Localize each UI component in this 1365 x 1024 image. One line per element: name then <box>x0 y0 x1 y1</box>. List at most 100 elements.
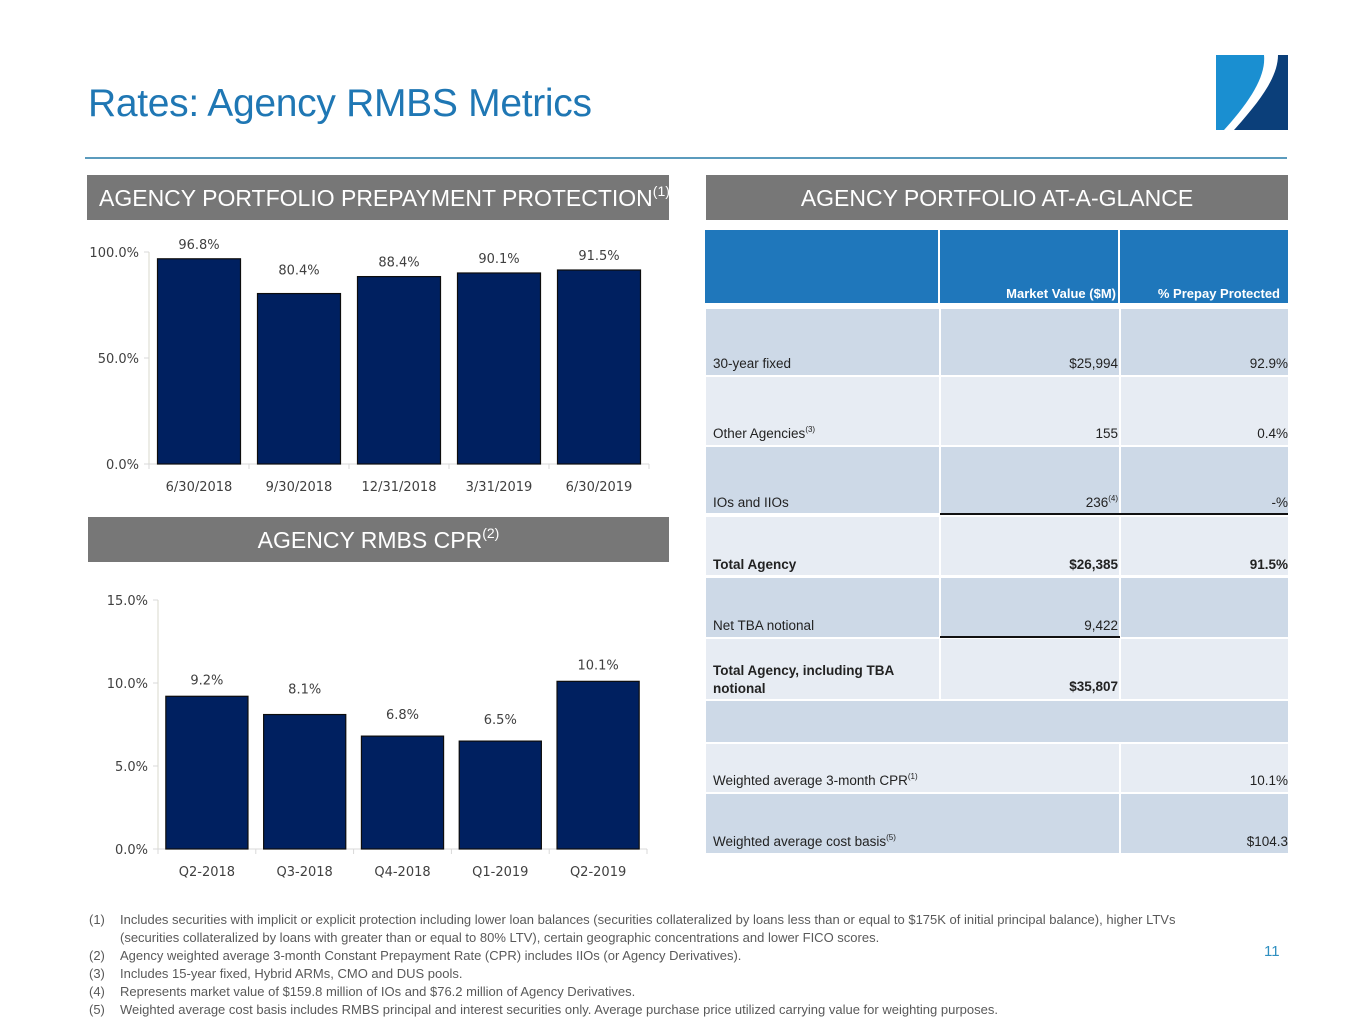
y-tick-label: 15.0% <box>107 594 148 609</box>
value-text: 236 <box>1085 495 1109 510</box>
bar <box>165 695 249 850</box>
row-label-30-year-fixed: 30-year fixed <box>713 356 791 371</box>
footnote-number: (4) <box>89 984 105 999</box>
logo-light-shape <box>1216 55 1265 130</box>
prepay-pct-30-year-fixed: 92.9% <box>1249 356 1288 371</box>
logo-dark-shape <box>1234 55 1288 130</box>
footnote-1: (1) Includes securities with implicit or … <box>89 911 1269 947</box>
label-text: IOs and IIOs <box>713 495 789 510</box>
section-header-prepayment-protection: AGENCY PORTFOLIO PREPAYMENT PROTECTION(1… <box>87 175 670 220</box>
y-tick-label: 100.0% <box>89 246 139 261</box>
bar <box>556 680 640 850</box>
data-label: 10.1% <box>577 658 618 673</box>
column-header-prepay-protected: % Prepay Protected <box>1157 286 1280 301</box>
row-label-weighted-cpr: Weighted average 3-month CPR(1) <box>713 772 918 789</box>
label-line-2: notional <box>713 681 766 696</box>
row-label-other-agencies: Other Agencies(3) <box>713 425 816 442</box>
title-divider <box>85 157 1287 159</box>
bar <box>456 272 542 465</box>
market-value-total-agency-incl-tba: $35,807 <box>1069 679 1118 694</box>
bar <box>360 735 445 850</box>
section-title: AGENCY RMBS CPR <box>257 527 483 553</box>
footnote-3: (3) Includes 15-year fixed, Hybrid ARMs, … <box>89 965 1269 983</box>
x-tick-label: Q2-2019 <box>570 865 626 880</box>
value-weighted-cpr: 10.1% <box>1249 773 1288 788</box>
data-label: 91.5% <box>578 249 619 264</box>
page-title: Rates: Agency RMBS Metrics <box>88 82 592 125</box>
label-text: Weighted average 3-month CPR <box>713 773 908 788</box>
data-label: 8.1% <box>288 683 321 698</box>
footnote-ref: (1) <box>652 183 670 199</box>
footnote-ref: (5) <box>886 833 896 842</box>
data-label: 6.5% <box>484 713 517 728</box>
footnote-text: Agency weighted average 3-month Constant… <box>120 948 742 963</box>
label-line-1: Total Agency, including TBA <box>713 663 895 678</box>
prepay-pct-total-agency: 91.5% <box>1249 557 1288 572</box>
section-header-cpr: AGENCY RMBS CPR(2) <box>88 517 669 562</box>
x-tick-label: 3/31/2019 <box>466 480 533 495</box>
data-label: 90.1% <box>478 252 519 267</box>
bar <box>256 292 342 465</box>
data-label: 80.4% <box>278 264 319 279</box>
column-header-market-value: Market Value ($M) <box>1006 286 1116 301</box>
footnote-ref: (1) <box>907 772 918 781</box>
x-tick-label: 12/31/2018 <box>362 480 437 495</box>
label-text: Weighted average cost basis <box>713 834 887 849</box>
company-logo <box>1216 55 1288 130</box>
bar <box>356 275 442 465</box>
y-tick-label: 0.0% <box>115 843 148 858</box>
footnote-text: Represents market value of $159.8 millio… <box>120 984 636 999</box>
data-label: 6.8% <box>386 708 419 723</box>
bar <box>156 258 242 465</box>
value-weighted-cost-basis: $104.3 <box>1246 834 1288 849</box>
row-label-ios-iios: IOs and IIOs <box>713 495 789 510</box>
label-text: Other Agencies <box>713 426 806 441</box>
x-tick-label: Q4-2018 <box>374 865 430 880</box>
y-tick-label: 0.0% <box>106 458 139 473</box>
footnotes: (1) Includes securities with implicit or … <box>89 911 1269 1019</box>
market-value-30-year-fixed: $25,994 <box>1069 356 1118 371</box>
y-tick-label: 10.0% <box>107 677 148 692</box>
at-a-glance-table: Market Value ($M) % Prepay Protected 30-… <box>705 230 1288 855</box>
tba-rule <box>940 636 1120 638</box>
footnote-4: (4) Represents market value of $159.8 mil… <box>89 983 1269 1001</box>
footnote-number: (3) <box>89 966 105 981</box>
section-title: AGENCY PORTFOLIO AT-A-GLANCE <box>800 185 1194 211</box>
footnote-number: (2) <box>89 948 105 963</box>
footnote-5: (5) Weighted average cost basis includes … <box>89 1001 1269 1019</box>
row-label-weighted-cost-basis: Weighted average cost basis(5) <box>713 833 896 850</box>
bar <box>458 740 542 850</box>
footnote-number: (5) <box>89 1002 105 1017</box>
x-tick-label: Q3-2018 <box>277 865 333 880</box>
section-header-at-a-glance: AGENCY PORTFOLIO AT-A-GLANCE <box>706 175 1288 220</box>
label-text: 30-year fixed <box>713 356 792 371</box>
row-label-total-agency-incl-tba: Total Agency, including TBA notional <box>713 662 894 698</box>
data-label: 96.8% <box>178 238 219 253</box>
row-label-net-tba: Net TBA notional <box>713 618 815 633</box>
x-tick-label: Q1-2019 <box>472 865 528 880</box>
x-tick-label: 6/30/2018 <box>166 480 233 495</box>
market-value-ios-iios: 236(4) <box>1085 495 1118 511</box>
bar <box>556 269 642 465</box>
x-tick-label: 9/30/2018 <box>266 480 333 495</box>
section-title: AGENCY PORTFOLIO PREPAYMENT PROTECTION <box>99 185 653 211</box>
footnote-ref: (2) <box>482 525 500 541</box>
footnote-text: Includes securities with implicit or exp… <box>120 912 1176 945</box>
y-tick-label: 5.0% <box>115 760 148 775</box>
row-label-total-agency: Total Agency <box>713 557 797 572</box>
bar <box>263 713 347 850</box>
page-number: 11 <box>1264 943 1280 960</box>
footnote-number: (1) <box>89 912 105 927</box>
footnote-2: (2) Agency weighted average 3-month Const… <box>89 947 1269 965</box>
footnote-text: Weighted average cost basis includes RMB… <box>120 1002 998 1017</box>
prepay-pct-other-agencies: 0.4% <box>1257 426 1288 441</box>
footnote-text: Includes 15-year fixed, Hybrid ARMs, CMO… <box>120 966 463 981</box>
x-tick-label: Q2-2018 <box>179 865 235 880</box>
data-label: 88.4% <box>378 256 419 271</box>
market-value-total-agency: $26,385 <box>1069 557 1118 572</box>
market-value-net-tba: 9,422 <box>1084 618 1118 633</box>
prepay-pct-ios-iios: -% <box>1271 495 1289 510</box>
market-value-other-agencies: 155 <box>1095 426 1118 441</box>
data-label: 9.2% <box>190 673 223 688</box>
footnote-ref: (3) <box>805 425 816 434</box>
